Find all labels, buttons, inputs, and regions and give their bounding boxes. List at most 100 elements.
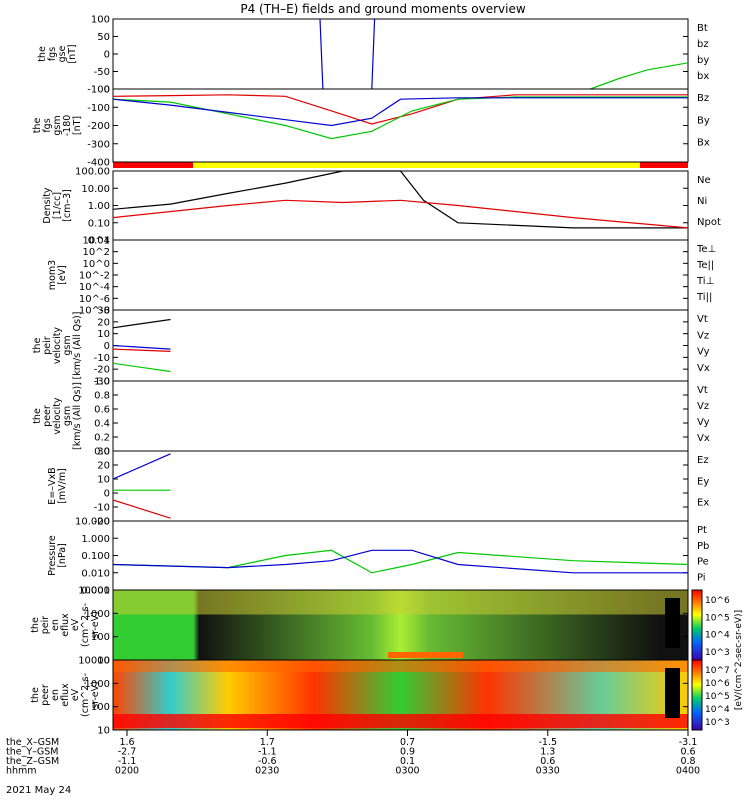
- y-axis-label: eV: [70, 688, 81, 701]
- panel-moms: 10^410^210^010^-210^-410^-610^-8 mom3 [eV]…: [47, 236, 716, 317]
- series-bx: [371, 18, 376, 90]
- status-bar-red-end: [640, 162, 688, 168]
- y-axis-label: Pressure: [47, 535, 58, 576]
- y-tick-label: -30: [94, 377, 110, 388]
- y-tick-label: 10^-2: [79, 271, 110, 282]
- spectrogram-low-band: [388, 652, 463, 658]
- y-tick-label: 1.000: [81, 534, 110, 545]
- y-axis-label: eflux: [60, 683, 71, 707]
- y-tick-label: 50: [97, 32, 110, 43]
- legend-item: Bz: [697, 93, 709, 104]
- panel-peir_spectrogram: 10000 1000 100 10 the peir en eflux eV (cm^2-s-sr…: [30, 586, 689, 667]
- legend-item: Ti⊥: [696, 276, 714, 287]
- series-Vt: [112, 318, 171, 329]
- legend-item: bx: [697, 71, 709, 82]
- y-axis-label: sr-eV): [90, 611, 101, 639]
- panel-peer_velocity: 1.0 0.8 0.6 0.4 0.2 0.0 the peer velocity gsm [km/…: [32, 377, 710, 458]
- colorbar-tick-label: 10^7: [705, 666, 730, 676]
- y-axis-label: peir: [42, 336, 53, 355]
- legend-item: Ni: [697, 196, 707, 207]
- y-axis-label: [mV/m]: [57, 468, 68, 504]
- y-axis-label: en: [50, 689, 61, 701]
- y-tick-label: 0.2: [94, 433, 110, 444]
- series-By: [112, 96, 688, 140]
- y-axis-label: (cm^2-s-: [80, 603, 91, 647]
- orbit-row-label: the_Z–GSM: [6, 756, 59, 767]
- panel-frame: [112, 309, 689, 382]
- orbit-value: 0.8: [680, 756, 695, 767]
- y-axis-label: [nT]: [67, 44, 78, 63]
- y-axis-label: eV: [70, 618, 81, 631]
- orbit-value: 0400: [676, 766, 700, 777]
- panel-frame: [112, 450, 689, 522]
- orbit-value: 0.9: [400, 747, 415, 758]
- orbit-value: 0300: [395, 766, 419, 777]
- y-tick-label: -20: [94, 517, 110, 528]
- legend-item: Vt: [697, 385, 708, 396]
- legend-item: By: [697, 115, 710, 126]
- orbit-axis: the_X–GSMthe_Y–GSMthe_Z–GSMhhmm1.6-2.7-1…: [6, 730, 700, 777]
- legend-item: Ez: [697, 455, 709, 466]
- y-tick-label: 10^-8: [79, 306, 110, 317]
- panel-frame: [112, 659, 689, 731]
- colorbar-tick-label: 10^6: [705, 679, 730, 689]
- y-axis-label: mom3: [47, 260, 58, 290]
- y-tick-label: 30: [97, 447, 110, 458]
- orbit-value: 1.6: [119, 737, 134, 748]
- y-tick-label: 10: [97, 475, 110, 486]
- y-tick-label: 10^2: [83, 247, 110, 258]
- panel-frame: [112, 239, 689, 311]
- spectrogram-high-band: [113, 590, 688, 615]
- y-axis-label: peer: [42, 405, 53, 427]
- series-by: [590, 62, 689, 90]
- y-axis-label: [nPa]: [57, 543, 68, 568]
- legend-item: Pt: [697, 525, 707, 536]
- y-axis-label: the: [32, 118, 43, 134]
- y-axis-label: E=–VxB: [47, 467, 58, 504]
- series-Ez: [112, 499, 171, 519]
- spectrogram-low-band: [113, 714, 688, 728]
- status-bar-red-start: [113, 162, 193, 168]
- series-Bz: [112, 94, 688, 125]
- y-tick-label: 1.0: [94, 377, 110, 388]
- colorbar-strip: [691, 589, 703, 661]
- y-axis-label: the: [30, 617, 41, 633]
- orbit-value: -1.5: [538, 737, 557, 748]
- series-Ni: [112, 170, 688, 229]
- series-Ex: [112, 453, 171, 480]
- orbit-row-label: the_Y–GSM: [6, 747, 58, 758]
- y-axis-label: gsm: [62, 335, 73, 355]
- y-tick-label: 10^-6: [79, 294, 110, 305]
- series-Vz: [112, 348, 171, 352]
- colorbar-tick-label: 10^3: [705, 718, 730, 728]
- panel-efield: 30 20 10 0 -10 -20 E=–VxB [mV/m] Ez Ey Ex: [47, 447, 709, 528]
- y-tick-label: 20: [97, 317, 110, 328]
- legend-item: Te⊥: [696, 244, 716, 255]
- spectrogram-gap: [665, 598, 680, 648]
- y-tick-label: 0: [104, 50, 110, 61]
- y-tick-label: 0.01: [88, 236, 110, 247]
- y-tick-label: -200: [87, 121, 110, 132]
- legend-item: Pi: [697, 572, 706, 583]
- orbit-value: 0200: [115, 766, 139, 777]
- y-tick-label: 10000: [78, 586, 110, 597]
- y-tick-label: 10: [97, 656, 110, 667]
- y-tick-label: 10.00: [81, 184, 110, 195]
- y-tick-label: 100: [91, 632, 110, 643]
- y-tick-label: 10.000: [75, 517, 110, 528]
- series-Pi: [112, 549, 688, 574]
- legend-item: Npot: [697, 217, 721, 228]
- y-axis-label: the: [30, 687, 41, 703]
- y-axis-label: the: [37, 46, 48, 62]
- colorbar-tick-label: 10^6: [705, 596, 730, 606]
- y-axis-label: [km/s (All Qs)]: [72, 312, 83, 380]
- y-tick-label: -400: [87, 158, 110, 169]
- legend-item: Ti||: [696, 292, 712, 303]
- panel-density: 100.00 10.00 1.00 0.10 0.01 Density [1/cc] [cm–…: [42, 167, 721, 247]
- panel-frame: [112, 88, 689, 163]
- orbit-value: 1.3: [540, 747, 555, 758]
- y-tick-label: 100.00: [75, 167, 110, 178]
- orbit-value: -1.1: [118, 756, 137, 767]
- y-axis-label: velocity: [52, 397, 63, 435]
